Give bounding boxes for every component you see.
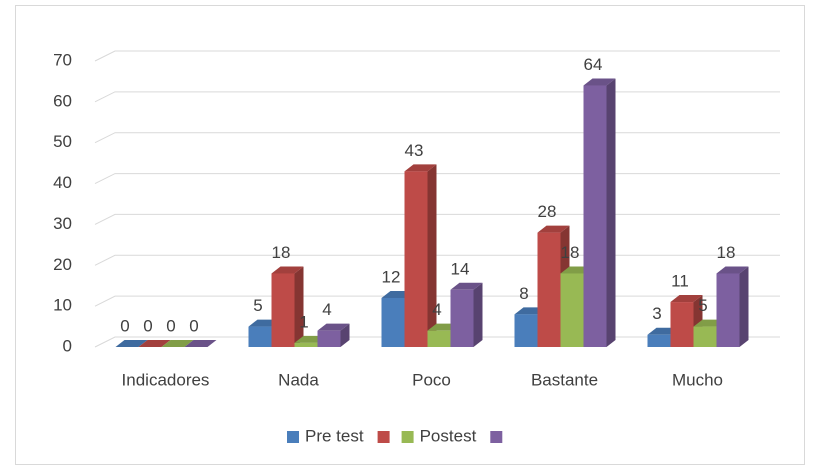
y-tick-label: 30 — [53, 214, 72, 233]
bar — [670, 302, 694, 347]
legend-swatch — [287, 431, 299, 443]
legend-swatch — [401, 431, 414, 443]
bar-top — [161, 340, 194, 347]
value-label: 43 — [405, 141, 424, 160]
value-label: 0 — [120, 316, 129, 335]
legend-label: Pre test — [305, 426, 364, 445]
value-label: 18 — [561, 243, 580, 262]
value-label: 0 — [189, 316, 198, 335]
y-tick-label: 0 — [63, 336, 72, 355]
legend-swatch — [377, 431, 390, 443]
y-tick-label: 10 — [53, 296, 72, 315]
value-label: 1 — [299, 312, 308, 331]
y-tick-label: 50 — [53, 132, 72, 151]
value-label: 18 — [717, 243, 736, 262]
bar — [294, 342, 318, 347]
bar-side — [473, 282, 483, 347]
x-tick-label: Nada — [278, 370, 319, 389]
bar — [450, 289, 474, 347]
value-label: 28 — [538, 202, 557, 221]
value-label: 14 — [451, 259, 470, 278]
bar — [647, 334, 671, 347]
bar-top — [271, 266, 304, 274]
bar-side — [340, 323, 350, 347]
grid-line — [94, 91, 780, 103]
value-label: 64 — [584, 55, 603, 74]
bar-top — [583, 78, 616, 86]
bar-top — [670, 295, 703, 303]
value-label: 0 — [143, 316, 152, 335]
bar-side — [427, 164, 437, 347]
value-label: 4 — [432, 300, 441, 319]
bar-top — [184, 340, 217, 347]
bar — [583, 85, 607, 347]
grid-line — [94, 132, 780, 144]
value-label: 0 — [166, 316, 175, 335]
bar — [427, 330, 451, 347]
value-label: 5 — [698, 296, 707, 315]
value-label: 8 — [519, 284, 528, 303]
bar-top — [537, 225, 570, 233]
bar-side — [739, 266, 749, 347]
x-tick-label: Bastante — [531, 370, 598, 389]
y-tick-label: 20 — [53, 255, 72, 274]
x-tick-label: Indicadores — [122, 370, 210, 389]
value-label: 4 — [322, 300, 331, 319]
bar-side — [606, 78, 616, 347]
x-tick-label: Poco — [412, 370, 451, 389]
bar-top — [138, 340, 171, 347]
bar — [537, 232, 561, 347]
bar-top — [404, 164, 437, 172]
bar — [248, 326, 272, 347]
bar — [560, 273, 584, 347]
y-tick-label: 40 — [53, 173, 72, 192]
value-label: 18 — [272, 243, 291, 262]
bar — [404, 171, 428, 347]
value-label: 11 — [671, 272, 689, 291]
legend-swatch — [490, 431, 503, 443]
bar-top — [450, 282, 483, 290]
value-label: 5 — [253, 296, 262, 315]
value-label: 12 — [382, 267, 401, 286]
bar — [317, 330, 341, 347]
y-tick-label: 70 — [53, 50, 72, 69]
grid-line — [94, 173, 780, 185]
legend-label: Postest — [420, 426, 477, 445]
bar — [271, 273, 295, 347]
bar — [693, 326, 717, 347]
bar-top — [317, 323, 350, 331]
grid-line — [94, 213, 780, 225]
bar-side — [294, 266, 304, 347]
x-tick-label: Mucho — [672, 370, 723, 389]
grid-line — [94, 50, 780, 62]
bar-top — [716, 266, 749, 274]
bar — [716, 273, 740, 347]
bar-top — [115, 340, 148, 347]
bar — [514, 314, 538, 347]
value-label: 3 — [652, 304, 661, 323]
y-tick-label: 60 — [53, 91, 72, 110]
bar — [381, 297, 405, 347]
